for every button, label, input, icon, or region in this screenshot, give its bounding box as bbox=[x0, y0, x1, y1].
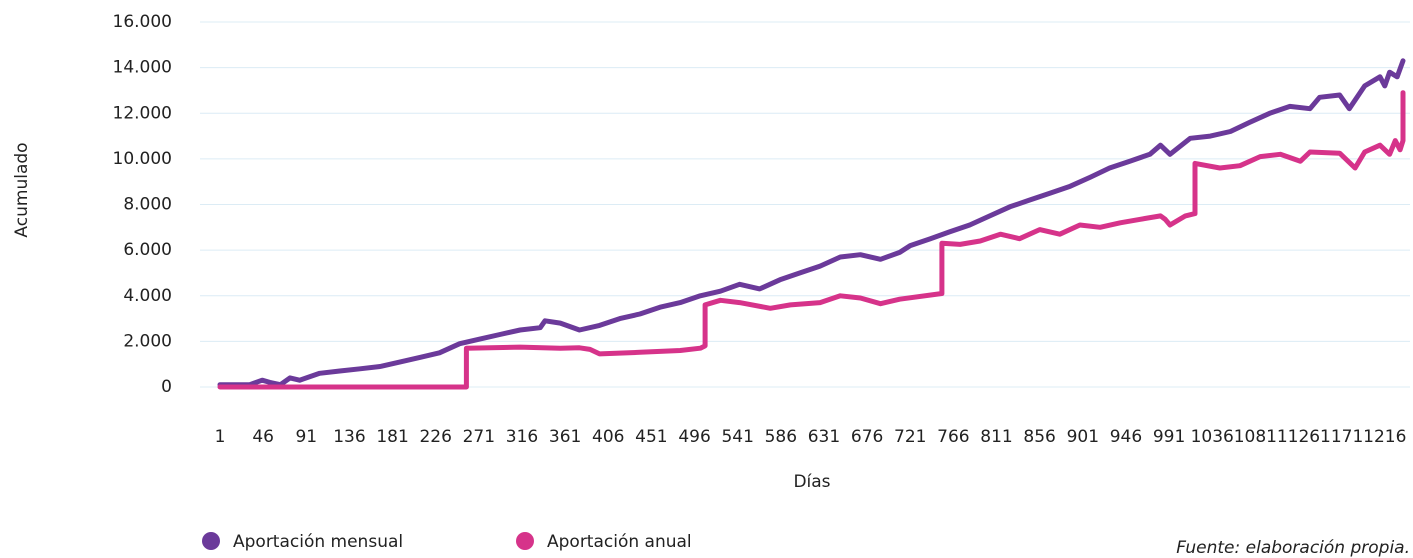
legend-label: Aportación mensual bbox=[233, 532, 403, 552]
x-tick-label: 631 bbox=[808, 427, 840, 447]
legend-marker bbox=[202, 532, 220, 550]
x-tick-label: 991 bbox=[1153, 427, 1185, 447]
x-tick-label: 91 bbox=[295, 427, 317, 447]
x-tick-label: 1 bbox=[215, 427, 226, 447]
x-tick-label: 496 bbox=[678, 427, 710, 447]
y-tick-label: 16.000 bbox=[113, 12, 172, 32]
x-tick-label: 136 bbox=[333, 427, 365, 447]
x-tick-label: 766 bbox=[937, 427, 969, 447]
y-tick-label: 0 bbox=[161, 377, 172, 397]
x-tick-label: 1216 bbox=[1363, 427, 1406, 447]
x-tick-label: 406 bbox=[592, 427, 624, 447]
y-tick-label: 6.000 bbox=[123, 240, 172, 260]
x-tick-label: 811 bbox=[980, 427, 1012, 447]
series-line bbox=[217, 58, 1406, 388]
legend-marker bbox=[516, 532, 534, 550]
x-tick-label: 856 bbox=[1023, 427, 1055, 447]
y-tick-label: 8.000 bbox=[123, 195, 172, 215]
y-tick-label: 14.000 bbox=[113, 58, 172, 78]
x-tick-label: 721 bbox=[894, 427, 926, 447]
x-tick-label: 586 bbox=[765, 427, 797, 447]
x-tick-label: 541 bbox=[721, 427, 753, 447]
x-tick-label: 1126 bbox=[1277, 427, 1320, 447]
source: Fuente: elaboración propia. bbox=[1176, 538, 1410, 558]
x-tick-label: 451 bbox=[635, 427, 667, 447]
x-axis-label: Días bbox=[793, 472, 830, 492]
legend-label: Aportación anual bbox=[547, 532, 692, 552]
y-tick-label: 4.000 bbox=[123, 286, 172, 306]
x-tick-label: 181 bbox=[376, 427, 408, 447]
series-line bbox=[217, 90, 1406, 390]
x-tick-label: 271 bbox=[463, 427, 495, 447]
x-tick-label: 1171 bbox=[1320, 427, 1363, 447]
x-tick-label: 676 bbox=[851, 427, 883, 447]
y-axis-label: Acumulado bbox=[12, 142, 32, 237]
x-tick-label: 226 bbox=[419, 427, 451, 447]
y-tick-label: 10.000 bbox=[113, 149, 172, 169]
y-tick-label: 12.000 bbox=[113, 103, 172, 123]
x-tick-label: 316 bbox=[506, 427, 538, 447]
x-tick-label: 1036 bbox=[1191, 427, 1234, 447]
x-tick-label: 1081 bbox=[1234, 427, 1277, 447]
x-tick-label: 46 bbox=[252, 427, 274, 447]
x-tick-label: 901 bbox=[1067, 427, 1099, 447]
y-tick-label: 2.000 bbox=[123, 331, 172, 351]
x-tick-label: 946 bbox=[1110, 427, 1142, 447]
x-tick-label: 361 bbox=[549, 427, 581, 447]
